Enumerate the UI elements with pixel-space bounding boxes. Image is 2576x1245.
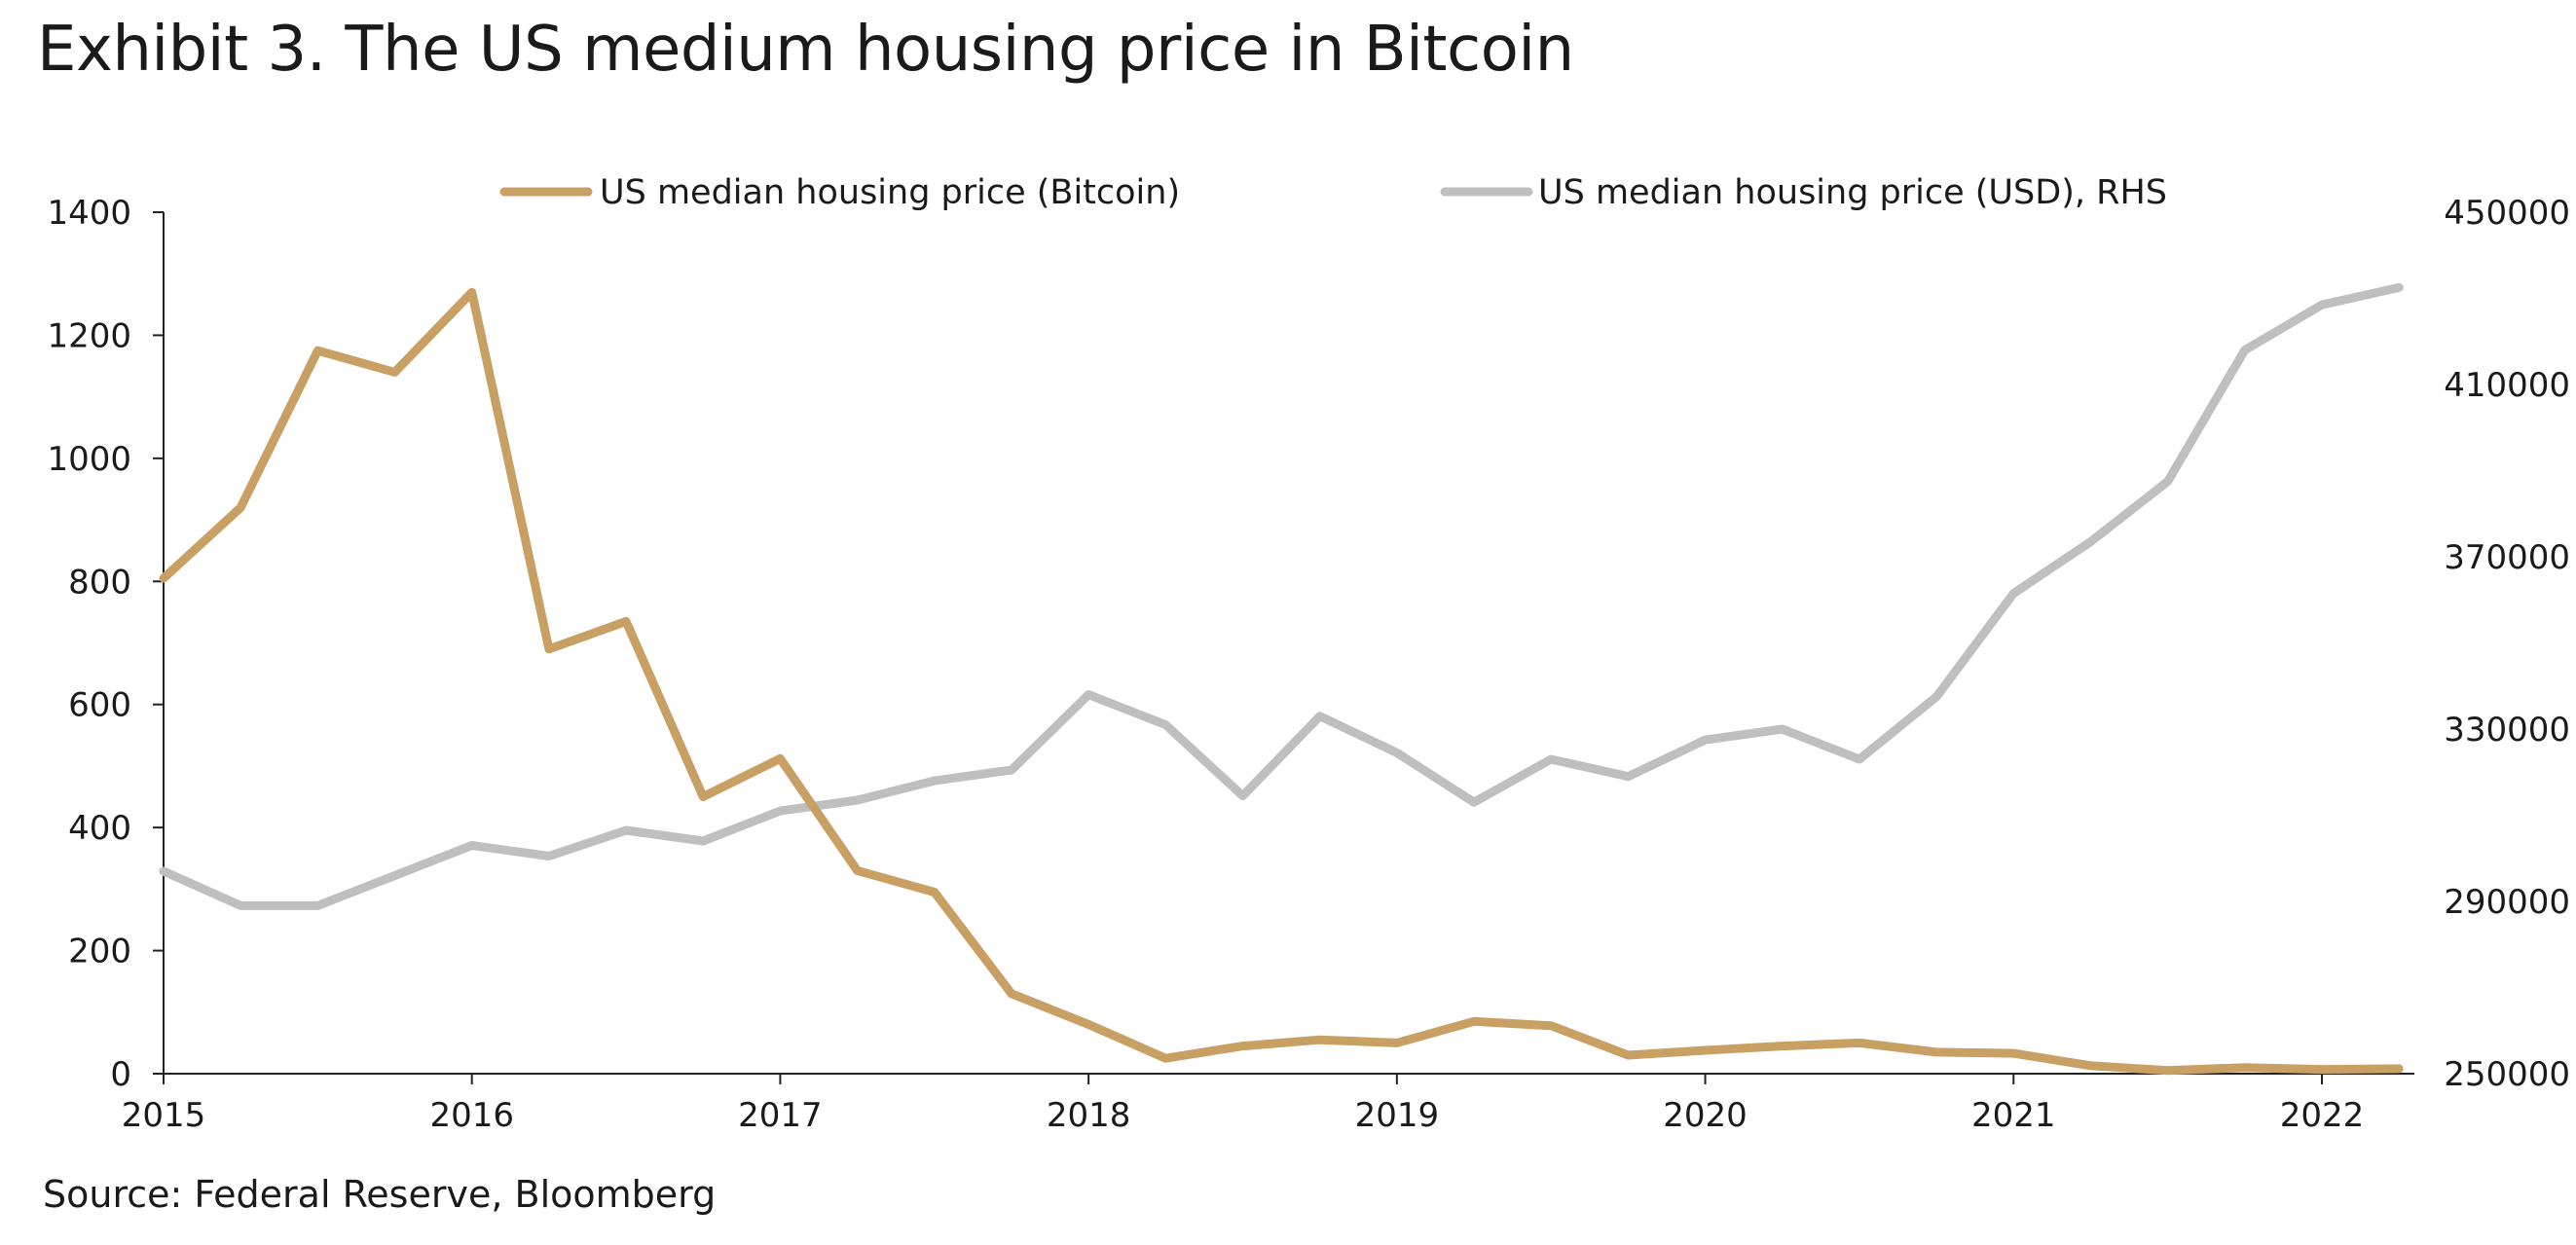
- series-line-bitcoin: [159, 287, 2404, 1076]
- right-axis: 250000 290000 330000 370000 410000 450000: [2444, 194, 2570, 1094]
- x-tick-label: 2019: [1355, 1096, 1440, 1135]
- x-tick-label: 2018: [1047, 1096, 1131, 1135]
- right-tick-label: 290000: [2444, 883, 2570, 922]
- x-tick-label: 2017: [738, 1096, 823, 1135]
- right-tick-label: 250000: [2444, 1055, 2570, 1094]
- chart-title: Exhibit 3. The US medium housing price i…: [37, 14, 1574, 86]
- left-tick-label: 1200: [47, 316, 131, 355]
- legend-label-bitcoin: US median housing price (Bitcoin): [600, 173, 1180, 212]
- right-tick-label: 370000: [2444, 538, 2570, 577]
- x-axis: 2015 2016 2017 2018 2019 2020 2021 2022: [122, 1073, 2414, 1135]
- legend: US median housing price (Bitcoin) US med…: [499, 173, 2167, 212]
- left-tick-label: 800: [68, 563, 131, 602]
- left-tick-label: 1000: [47, 440, 131, 479]
- left-tick-label: 400: [68, 809, 131, 848]
- left-tick-label: 600: [68, 686, 131, 725]
- x-tick-label: 2016: [429, 1096, 514, 1135]
- left-tick-label: 200: [68, 933, 131, 971]
- left-tick-label: 0: [110, 1055, 131, 1094]
- plot-series: [159, 282, 2404, 1076]
- right-tick-label: 410000: [2444, 366, 2570, 405]
- x-tick-label: 2020: [1663, 1096, 1748, 1135]
- series-line-usd: [159, 282, 2404, 910]
- right-tick-label: 330000: [2444, 711, 2570, 750]
- legend-label-usd: US median housing price (USD), RHS: [1538, 173, 2167, 212]
- left-axis: 0 200 400 600 800 1000 1200 1400: [47, 194, 165, 1094]
- source-note: Source: Federal Reserve, Bloomberg: [43, 1173, 717, 1216]
- right-tick-label: 450000: [2444, 194, 2570, 233]
- x-tick-label: 2015: [122, 1096, 206, 1135]
- x-tick-label: 2022: [2280, 1096, 2365, 1135]
- left-tick-label: 1400: [47, 194, 131, 233]
- x-tick-label: 2021: [1971, 1096, 2056, 1135]
